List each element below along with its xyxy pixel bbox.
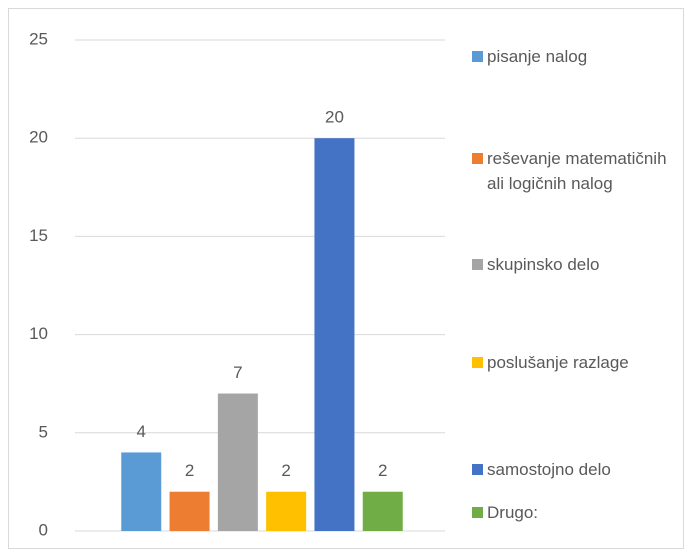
- data-label: 2: [378, 461, 387, 480]
- data-label: 7: [233, 363, 242, 382]
- legend-swatch: [472, 259, 483, 270]
- data-label: 20: [325, 108, 344, 127]
- data-label: 2: [185, 461, 194, 480]
- legend-label: samostojno delo: [487, 460, 611, 479]
- y-tick-label: 20: [29, 128, 48, 147]
- bar: [266, 491, 307, 531]
- legend-swatch: [472, 507, 483, 518]
- y-tick-label: 0: [39, 520, 48, 539]
- legend-label: skupinsko delo: [487, 255, 600, 274]
- bar: [362, 491, 403, 531]
- y-tick-label: 5: [39, 422, 48, 441]
- y-tick-label: 10: [29, 324, 48, 343]
- data-label: 2: [281, 461, 290, 480]
- legend-swatch: [472, 357, 483, 368]
- legend-label: Drugo:: [487, 503, 539, 522]
- legend-label: poslušanje razlage: [487, 353, 629, 372]
- legend-swatch: [472, 464, 483, 475]
- legend-label: reševanje matematičnih ali logičnih nalo…: [487, 149, 667, 193]
- legend-swatch: [472, 153, 483, 164]
- legend-item: poslušanje razlage: [472, 352, 672, 375]
- legend-swatch: [472, 51, 483, 62]
- bar: [169, 491, 210, 531]
- legend-item: Drugo:: [472, 502, 672, 525]
- legend-item: reševanje matematičnih ali logičnih nalo…: [472, 148, 672, 196]
- bar: [217, 393, 258, 531]
- bar: [121, 452, 162, 531]
- y-tick-label: 25: [29, 29, 48, 48]
- chart-frame: [8, 8, 684, 549]
- bar: [314, 138, 355, 531]
- y-tick-label: 15: [29, 226, 48, 245]
- legend-item: samostojno delo: [472, 459, 672, 482]
- legend-label: pisanje nalog: [487, 47, 588, 66]
- legend-item: skupinsko delo: [472, 254, 672, 277]
- legend-item: pisanje nalog: [472, 46, 672, 69]
- data-label: 4: [137, 422, 146, 441]
